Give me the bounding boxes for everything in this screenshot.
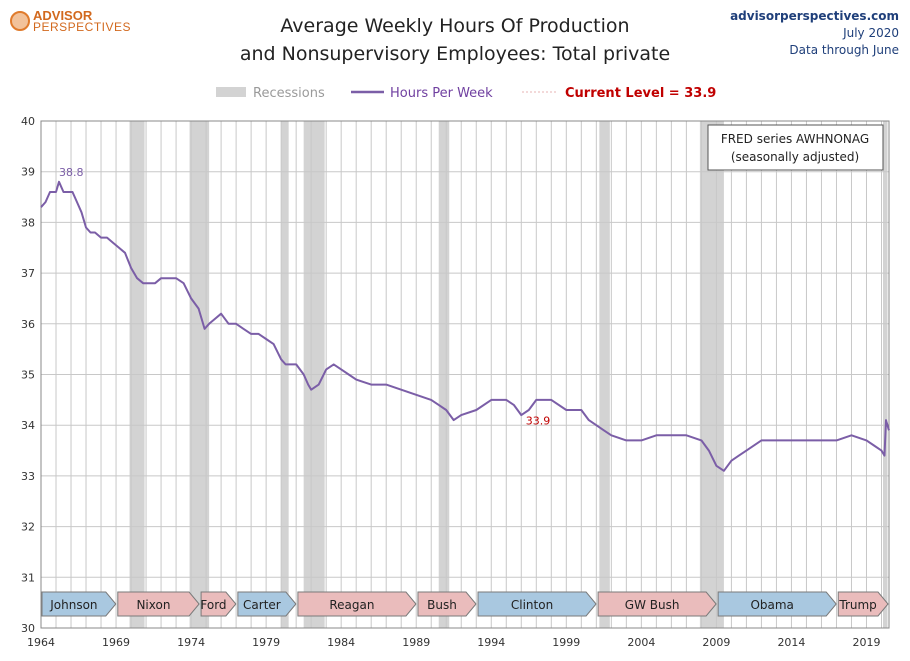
president-label: GW Bush bbox=[625, 598, 680, 612]
brand-line2: PERSPECTIVES bbox=[33, 20, 131, 34]
legend: Recessions Hours Per Week Current Level … bbox=[216, 86, 716, 101]
y-tick-label-30: 30 bbox=[21, 622, 35, 635]
president-bars: Johnson Nixon Ford Carter Reagan Bush Clinton G… bbox=[41, 591, 889, 617]
president-bar-obama bbox=[717, 591, 837, 617]
president-label: Johnson bbox=[49, 598, 97, 612]
chart-title-line1: Average Weekly Hours Of Production bbox=[280, 15, 629, 37]
president-bar-clinton bbox=[477, 591, 597, 617]
president-bar-trump bbox=[837, 591, 889, 617]
y-tick-label-38: 38 bbox=[21, 216, 35, 229]
plot-frame bbox=[40, 120, 890, 629]
president-label: Carter bbox=[243, 598, 281, 612]
president-label: Nixon bbox=[136, 598, 170, 612]
x-axis: 1964 1969 1974 1979 1984 1989 1994 1999 2004 2009… bbox=[27, 636, 880, 649]
president-label: Ford bbox=[200, 598, 226, 612]
series-note-line2: (seasonally adjusted) bbox=[731, 150, 859, 164]
brand-logo: ADVISOR PERSPECTIVES bbox=[10, 8, 131, 34]
y-tick-label-37: 37 bbox=[21, 267, 35, 280]
site-url: advisorperspectives.com bbox=[730, 9, 899, 23]
x-tick-label-2004: 2004 bbox=[627, 636, 655, 649]
x-tick-label-1999: 1999 bbox=[552, 636, 580, 649]
legend-recessions-label: Recessions bbox=[253, 86, 325, 101]
president-bar-reagan bbox=[297, 591, 417, 617]
x-tick-label-1984: 1984 bbox=[327, 636, 355, 649]
president-bar-johnson bbox=[41, 591, 117, 617]
x-tick-label-1994: 1994 bbox=[477, 636, 505, 649]
y-axis: 30 31 32 33 34 35 36 37 38 39 40 bbox=[21, 115, 35, 635]
y-tick-label-39: 39 bbox=[21, 166, 35, 179]
brand-line1: ADVISOR bbox=[33, 8, 93, 23]
legend-series-label: Hours Per Week bbox=[390, 86, 493, 101]
series-note-box bbox=[707, 124, 884, 171]
grid bbox=[41, 120, 889, 629]
x-tick-label-2014: 2014 bbox=[777, 636, 805, 649]
y-tick-label-32: 32 bbox=[21, 521, 35, 534]
annotation-label-0: 38.8 bbox=[59, 166, 84, 179]
x-tick-label-1979: 1979 bbox=[252, 636, 280, 649]
logo-icon bbox=[10, 11, 30, 31]
president-label: Bush bbox=[427, 598, 457, 612]
president-bar-nixon bbox=[117, 591, 200, 617]
legend-current-label: Current Level = 33.9 bbox=[565, 86, 716, 101]
y-tick-label-31: 31 bbox=[21, 571, 35, 584]
y-tick-label-40: 40 bbox=[21, 115, 35, 128]
president-bar-carter bbox=[237, 591, 297, 617]
x-tick-label-1964: 1964 bbox=[27, 636, 55, 649]
president-label: Reagan bbox=[329, 598, 374, 612]
data-through: Data through June bbox=[789, 43, 899, 57]
x-tick-label-2009: 2009 bbox=[702, 636, 730, 649]
series-note: FRED series AWHNONAG (seasonally adjuste… bbox=[707, 124, 884, 171]
series-lines bbox=[40, 180, 890, 472]
x-tick-label-1974: 1974 bbox=[177, 636, 205, 649]
annotation-label-1: 33.9 bbox=[526, 414, 551, 427]
x-tick-label-2019: 2019 bbox=[852, 636, 880, 649]
president-bar-gw-bush bbox=[597, 591, 717, 617]
x-tick-label-1989: 1989 bbox=[402, 636, 430, 649]
x-tick-label-1969: 1969 bbox=[102, 636, 130, 649]
legend-recession-swatch bbox=[216, 87, 246, 97]
series-line-0 bbox=[40, 180, 890, 472]
president-label: Clinton bbox=[511, 598, 553, 612]
y-tick-label-33: 33 bbox=[21, 470, 35, 483]
president-label: Trump bbox=[838, 598, 876, 612]
series-note-line1: FRED series AWHNONAG bbox=[721, 132, 869, 146]
annotations: 38.8 33.9 bbox=[59, 166, 550, 427]
y-tick-label-36: 36 bbox=[21, 318, 35, 331]
president-label: Obama bbox=[750, 598, 793, 612]
president-bar-bush bbox=[417, 591, 477, 617]
y-tick-label-35: 35 bbox=[21, 369, 35, 382]
publish-date: July 2020 bbox=[842, 26, 899, 40]
y-tick-label-34: 34 bbox=[21, 419, 35, 432]
president-bar-ford bbox=[200, 591, 237, 617]
chart-title-line2: and Nonsupervisory Employees: Total priv… bbox=[240, 43, 670, 65]
